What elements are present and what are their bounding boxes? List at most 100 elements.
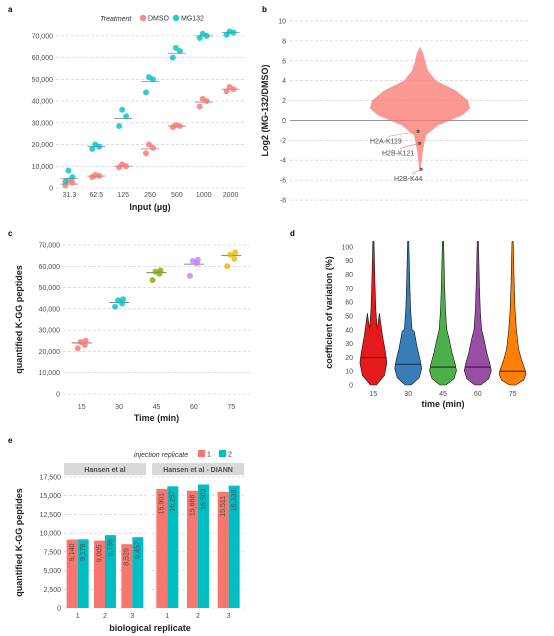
panel-b-ytick: -6 [280, 178, 286, 185]
panel-e-bar-label: 9,738 [107, 539, 114, 557]
panel-a-ytick: 70,000 [32, 33, 54, 40]
panel-e-legend-key [198, 450, 205, 457]
panel-e: quantified K-GG peptides injection replic… [14, 450, 244, 633]
panel-b-annotation-point [417, 141, 422, 145]
panel-e-ytick: 7,500 [43, 549, 61, 556]
panel-a-legend-title: Treatment [100, 16, 132, 23]
panel-e-bar-label: 9,005 [96, 544, 103, 562]
panel-b-ytick: 10 [278, 18, 286, 25]
panel-c-xtick: 30 [115, 404, 123, 411]
panel-d-ytick: 10 [345, 369, 353, 376]
panel-c-xtick: 75 [227, 404, 235, 411]
panel-a-xtick: 62.5 [89, 192, 103, 199]
panel-a-point [150, 144, 156, 151]
panel-d-ytick: 30 [345, 341, 353, 348]
panel-b-annotation-label: H2A-K119 [370, 138, 402, 145]
panel-a-legend-key [172, 14, 180, 22]
panel-a-point [65, 167, 72, 174]
panel-a-point [226, 28, 233, 35]
panel-e-bar-label: 16,257 [170, 490, 177, 512]
panel-a-point [196, 103, 203, 110]
panel-e-ytick: 2,500 [43, 587, 61, 594]
panel-e-xtick: 1 [165, 613, 169, 620]
panel-b-ytick: -2 [280, 138, 286, 145]
panel-c-point [82, 337, 89, 344]
panel-e-facet-title: Hansen et al [84, 467, 125, 474]
panel-a-xtick: 125 [117, 192, 129, 199]
panel-a-point [223, 88, 230, 95]
panel-b-ytick: 6 [282, 58, 286, 65]
panel-d-violin [359, 241, 388, 386]
panel-e-facet-strip [152, 463, 244, 475]
panel-a-ytick: 60,000 [32, 55, 54, 62]
panel-b-ylabel: Log2 (MG-132/DMSO) [260, 64, 270, 156]
panel-e-bar-label: 9,457 [135, 541, 142, 559]
panel-c-ytick: 50,000 [39, 285, 61, 292]
panel-a-point [143, 150, 149, 157]
panel-e-bar [156, 488, 168, 608]
panel-e-bar-label: 9,140 [69, 543, 76, 561]
panel-e-bar-label: 16,503 [200, 488, 207, 510]
panel-label-e: e [8, 436, 13, 445]
panel-a-point [146, 74, 152, 81]
panel-e-xtick: 2 [196, 613, 200, 620]
panel-c-point [157, 267, 164, 274]
panel-a-point [92, 141, 99, 148]
panel-c-point [189, 257, 196, 264]
panel-a: 0 10,000 20,000 30,000 40,000 50,000 60,000 70,… [32, 14, 244, 212]
panel-d-ytick: 0 [349, 383, 353, 390]
panel-b-violin [370, 46, 470, 173]
panel-e-legend-label: 2 [228, 452, 232, 459]
panel-c-point [232, 249, 239, 256]
panel-d-ytick: 50 [345, 313, 353, 320]
panel-e-bar-label: 15,901 [159, 493, 166, 515]
panel-e-xtick: 3 [227, 613, 231, 620]
panel-b-annotation-label: H2B-K44 [394, 176, 423, 183]
panel-a-point [172, 44, 179, 51]
panel-a-point [69, 174, 76, 181]
panel-a-point [146, 141, 152, 148]
panel-e-bar [66, 539, 78, 608]
panel-d-violin [394, 241, 423, 386]
panel-c-point [115, 297, 122, 304]
panel-c-xtick: 15 [78, 404, 86, 411]
panel-e-bar-label: 16,338 [231, 490, 238, 512]
panel-a-point [123, 113, 130, 120]
panel-a-xtick: 31.3 [63, 192, 77, 199]
panel-e-facet-strip [64, 463, 146, 475]
panel-a-point [143, 89, 149, 96]
panel-c-point [149, 277, 156, 284]
panel-c-point [77, 338, 84, 345]
panel-e-bar [121, 544, 133, 608]
panel-b-ytick: 8 [282, 38, 286, 45]
panel-c-ytick: 10,000 [39, 370, 61, 377]
panel-e-bar [187, 490, 198, 608]
panel-e-xtick: 1 [76, 613, 80, 620]
panel-e-ytick: 17,500 [40, 475, 62, 482]
panel-a-ytick: 50,000 [32, 77, 54, 84]
panel-b-annotation-label: H2B-K121 [382, 150, 414, 157]
panel-c-xlabel: Time (min) [134, 413, 179, 423]
panel-a-point [119, 161, 126, 168]
panel-a-legend-label: MG132 [181, 16, 204, 23]
panel-b-annotation-leader [399, 143, 420, 149]
panel-d-ytick: 70 [345, 286, 353, 293]
panel-c-ylabel: quantified K-GG peptides [14, 265, 24, 374]
panel-e-xlabel: biological replicate [109, 623, 191, 633]
panel-c-ytick: 60,000 [39, 264, 61, 271]
panel-e-bar [217, 491, 229, 608]
panel-a-point [62, 178, 69, 185]
panel-b-ytick: -4 [280, 158, 286, 165]
panel-b-ytick: 4 [282, 78, 286, 85]
panel-e-bar [77, 539, 89, 608]
panel-d-ytick: 90 [345, 258, 353, 265]
panel-a-ytick: 20,000 [32, 142, 54, 149]
panel-e-bar [228, 485, 240, 608]
panel-d-xtick: 75 [509, 391, 517, 398]
panel-e-bar-label: 9,178 [80, 543, 87, 561]
panel-a-point [169, 54, 176, 61]
panel-c-ytick: 40,000 [39, 306, 61, 313]
panel-d-ytick: 80 [345, 272, 353, 279]
panel-b-annotation-leader [387, 131, 419, 137]
